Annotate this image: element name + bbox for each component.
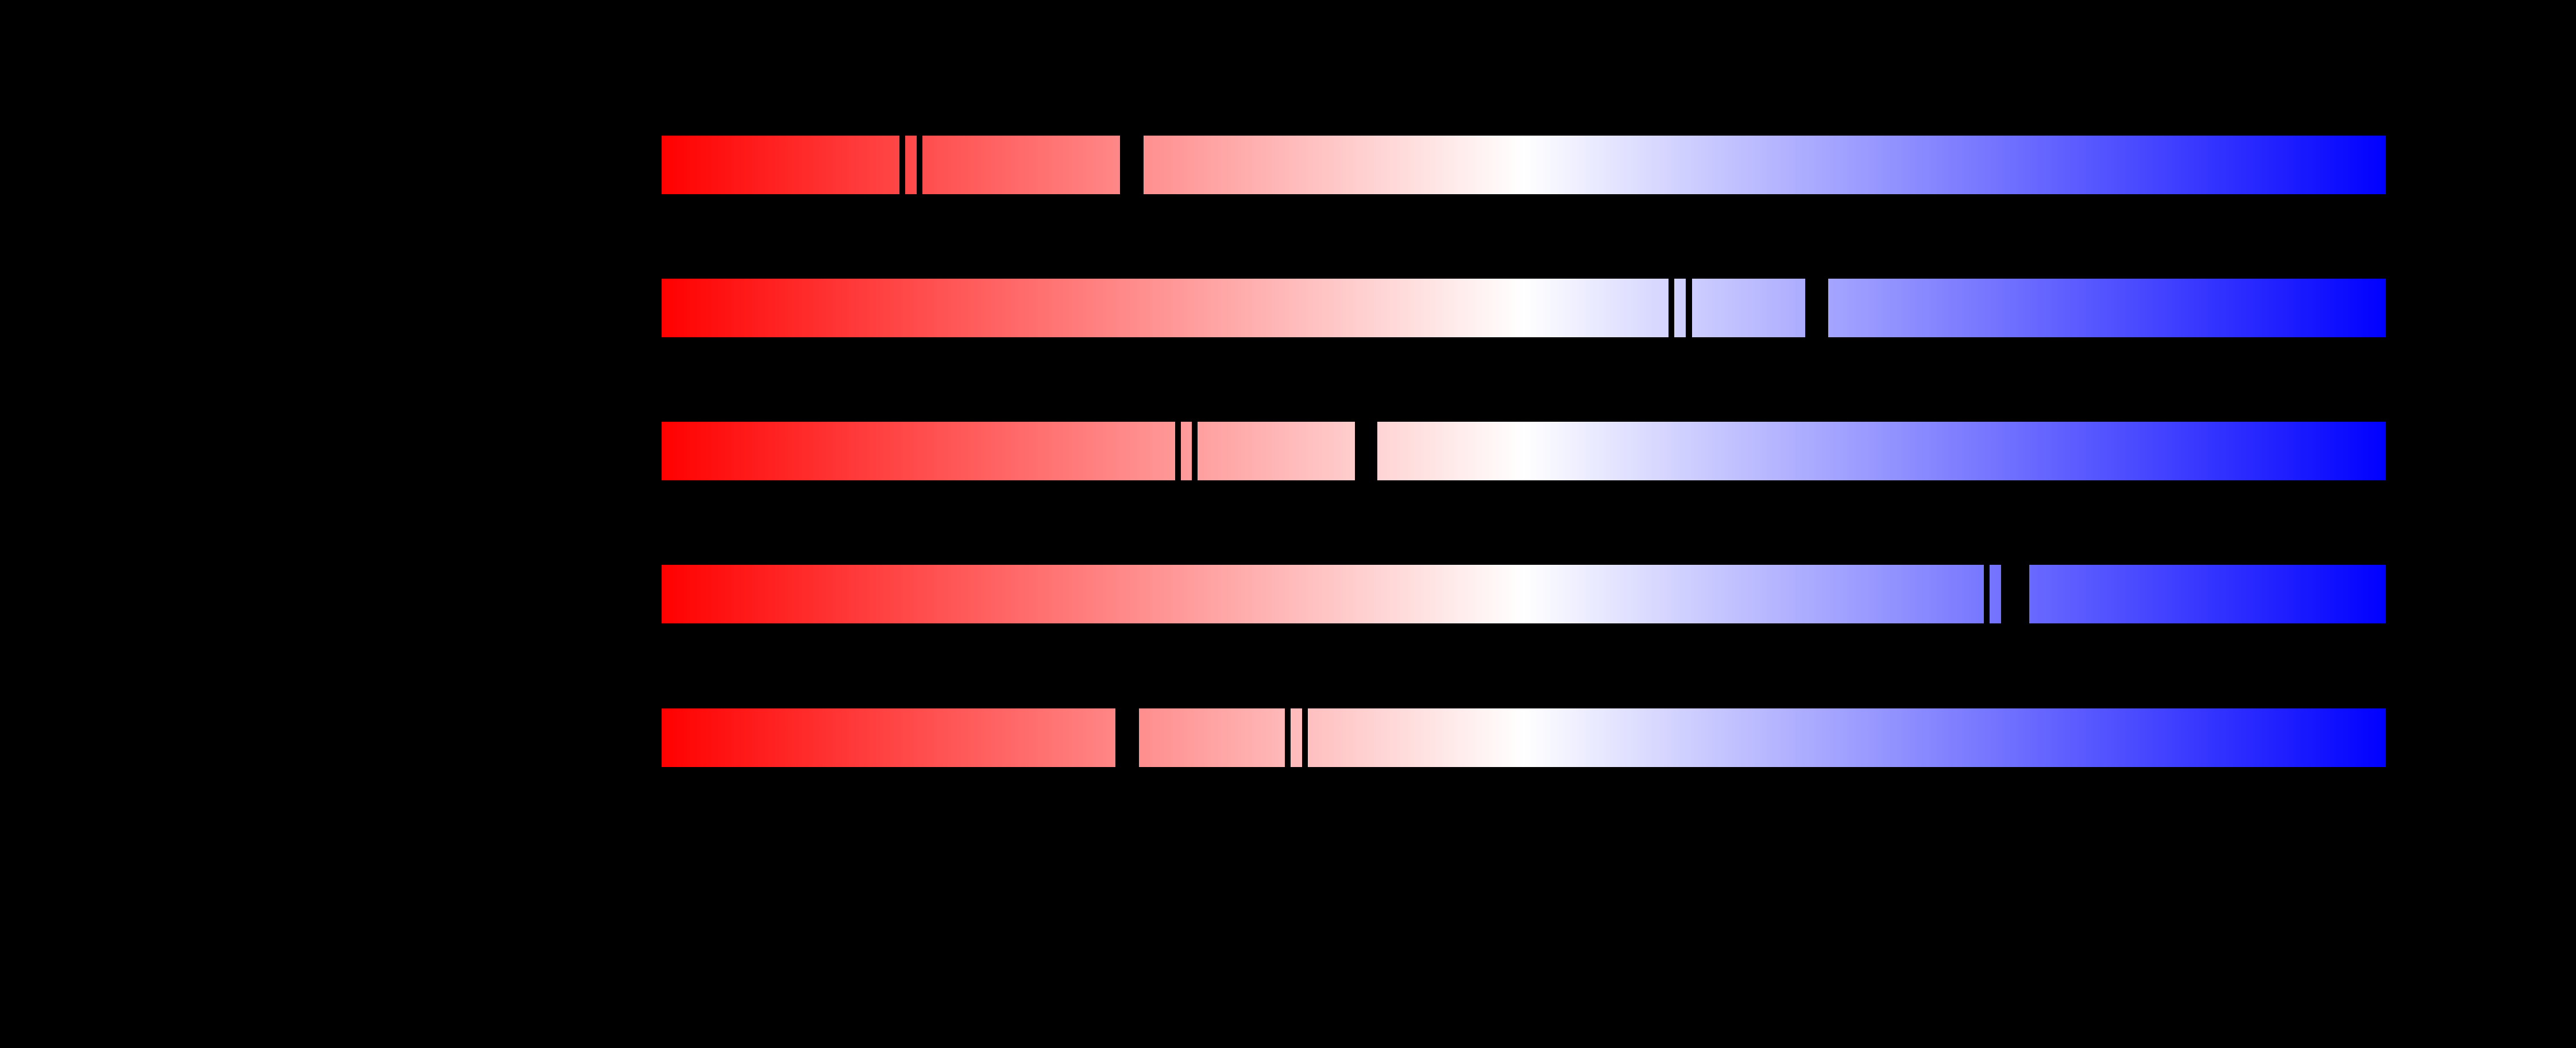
changepoint-marker (1669, 279, 1674, 337)
changepoint-marker (2001, 565, 2029, 623)
changepoint-marker (1984, 565, 1990, 623)
changepoint-marker (1686, 279, 1692, 337)
changepoint-marker (1805, 279, 1828, 337)
gradient-bar-row-2 (662, 279, 2386, 337)
changepoint-marker (1115, 708, 1139, 767)
gradient-bar-row-5 (662, 708, 2386, 767)
changepoint-marker (1120, 136, 1144, 194)
changepoint-marker (1302, 708, 1308, 767)
changepoint-marker (1355, 422, 1377, 480)
changepoint-marker (899, 136, 905, 194)
changepoint-marker (1192, 422, 1198, 480)
changepoint-marker (1175, 422, 1181, 480)
gradient-bar-row-3 (662, 422, 2386, 480)
changepoint-marker (917, 136, 922, 194)
gradient-bar-row-1 (662, 136, 2386, 194)
gradient-bar-row-4 (662, 565, 2386, 623)
changepoint-marker (1285, 708, 1291, 767)
